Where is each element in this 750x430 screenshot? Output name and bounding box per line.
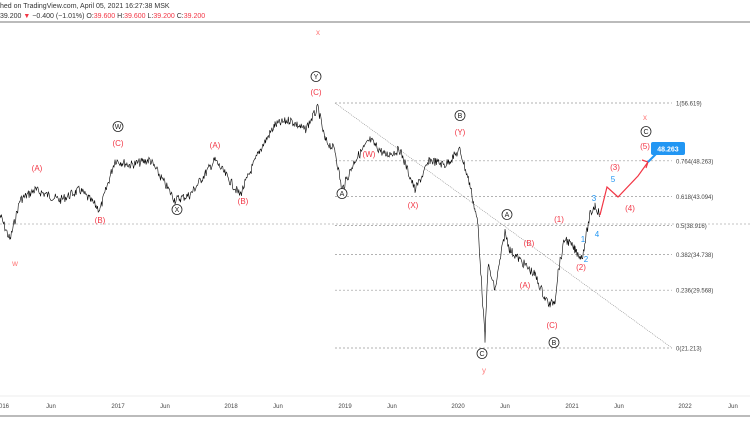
low-label: L: (147, 13, 154, 20)
x-tick-label: 2020 (451, 404, 465, 410)
ohlc-bar: 39.200 ▼ −0.400 (−1.01%) O:39.600 H:39.6… (0, 13, 205, 20)
x-tick-label: 2017 (111, 404, 125, 410)
wave-label: (X) (408, 201, 419, 210)
target-price-value: 48.263 (657, 147, 679, 154)
high-label: H: (117, 13, 125, 20)
x-tick-label: Jun (500, 404, 510, 410)
wave-label-circle (548, 337, 560, 348)
wave-label-circle (640, 126, 652, 137)
wave-label: X (175, 207, 180, 214)
wave-label: y (482, 366, 486, 375)
wave-label: (A) (32, 164, 43, 173)
wave-label: (A) (210, 141, 221, 150)
x-tick-label: Jun (46, 404, 56, 410)
wave-label-circle (476, 348, 488, 359)
wave-label: (B) (95, 216, 106, 225)
wave-label: 3 (592, 194, 597, 203)
fib-level-label: 0.5(38.916) (676, 224, 707, 230)
fib-level-label: 1(56.619) (676, 102, 702, 108)
wave-label: (A) (520, 281, 531, 290)
high-value: 39.600 (124, 13, 146, 20)
wave-label: (Y) (455, 128, 466, 137)
target-price-badge (651, 142, 685, 155)
x-tick-label: 2022 (678, 404, 692, 410)
wave-label: (B) (524, 239, 535, 248)
x-tick-label: 2019 (338, 404, 352, 410)
x-tick-label: 016 (0, 404, 10, 410)
wave-label: A (505, 212, 510, 219)
x-tick-label: 2021 (565, 404, 579, 410)
wave-label: B (458, 113, 463, 120)
published-note: hed on TradingView.com, April 05, 2021 1… (0, 3, 170, 10)
wave-label: W (115, 124, 122, 131)
x-tick-label: 2018 (224, 404, 238, 410)
wave-label: 5 (611, 175, 616, 184)
price-change: −0.400 (−1.01%) (32, 13, 85, 20)
open-label: O: (86, 13, 94, 20)
last-price: 39.200 (0, 13, 22, 20)
down-arrow-icon: ▼ (23, 13, 31, 20)
fib-level-label: 0.382(34.738) (676, 253, 713, 259)
wave-label: (W) (363, 150, 376, 159)
x-tick-label: Jun (160, 404, 170, 410)
wave-label: x (316, 28, 320, 37)
open-value: 39.600 (93, 13, 116, 20)
wave-label: A (340, 191, 345, 198)
wave-label: x (643, 113, 647, 122)
fib-level-label: 0.764(48.263) (676, 159, 713, 165)
wave-label: (C) (310, 88, 321, 97)
wave-label: C (643, 129, 648, 136)
wave-label: (4) (625, 204, 635, 213)
wave-label: w (11, 259, 18, 268)
x-tick-label: Jun (614, 404, 624, 410)
wave-label: (C) (546, 321, 557, 330)
wave-label: Y (314, 74, 319, 81)
x-tick-label: Jun (728, 404, 738, 410)
price-series (0, 103, 601, 343)
close-label: C: (176, 13, 184, 20)
wave-label: (B) (238, 197, 249, 206)
wave-label-circle (336, 188, 348, 199)
wave-label: 4 (595, 230, 600, 239)
wave-label-circle (454, 110, 466, 121)
low-value: 39.200 (153, 13, 175, 20)
close-value: 39.200 (183, 13, 206, 20)
wave-label: C (479, 351, 484, 358)
fib-level-label: 0(21.213) (676, 347, 702, 353)
wave-label-circle (112, 121, 124, 132)
fib-level-label: 0.618(43.094) (676, 195, 713, 201)
wave-label: 2 (584, 255, 589, 264)
projection-path (599, 161, 649, 216)
wave-label: 1 (581, 235, 586, 244)
wave-label: (2) (576, 263, 586, 272)
wave-label: (3) (610, 163, 620, 172)
fib-level-label: 0.236(29.568) (676, 289, 713, 295)
fib-trend-line (334, 102, 673, 349)
wave-label: B (552, 340, 557, 347)
wave-label: (C) (112, 139, 123, 148)
wave-label-circle (310, 71, 322, 82)
x-tick-label: Jun (387, 404, 397, 410)
wave-label: (5) (640, 142, 650, 151)
wave-label-circle (501, 209, 513, 220)
wave-label: (1) (554, 215, 564, 224)
wave-label-circle (171, 204, 183, 215)
x-tick-label: Jun (273, 404, 283, 410)
